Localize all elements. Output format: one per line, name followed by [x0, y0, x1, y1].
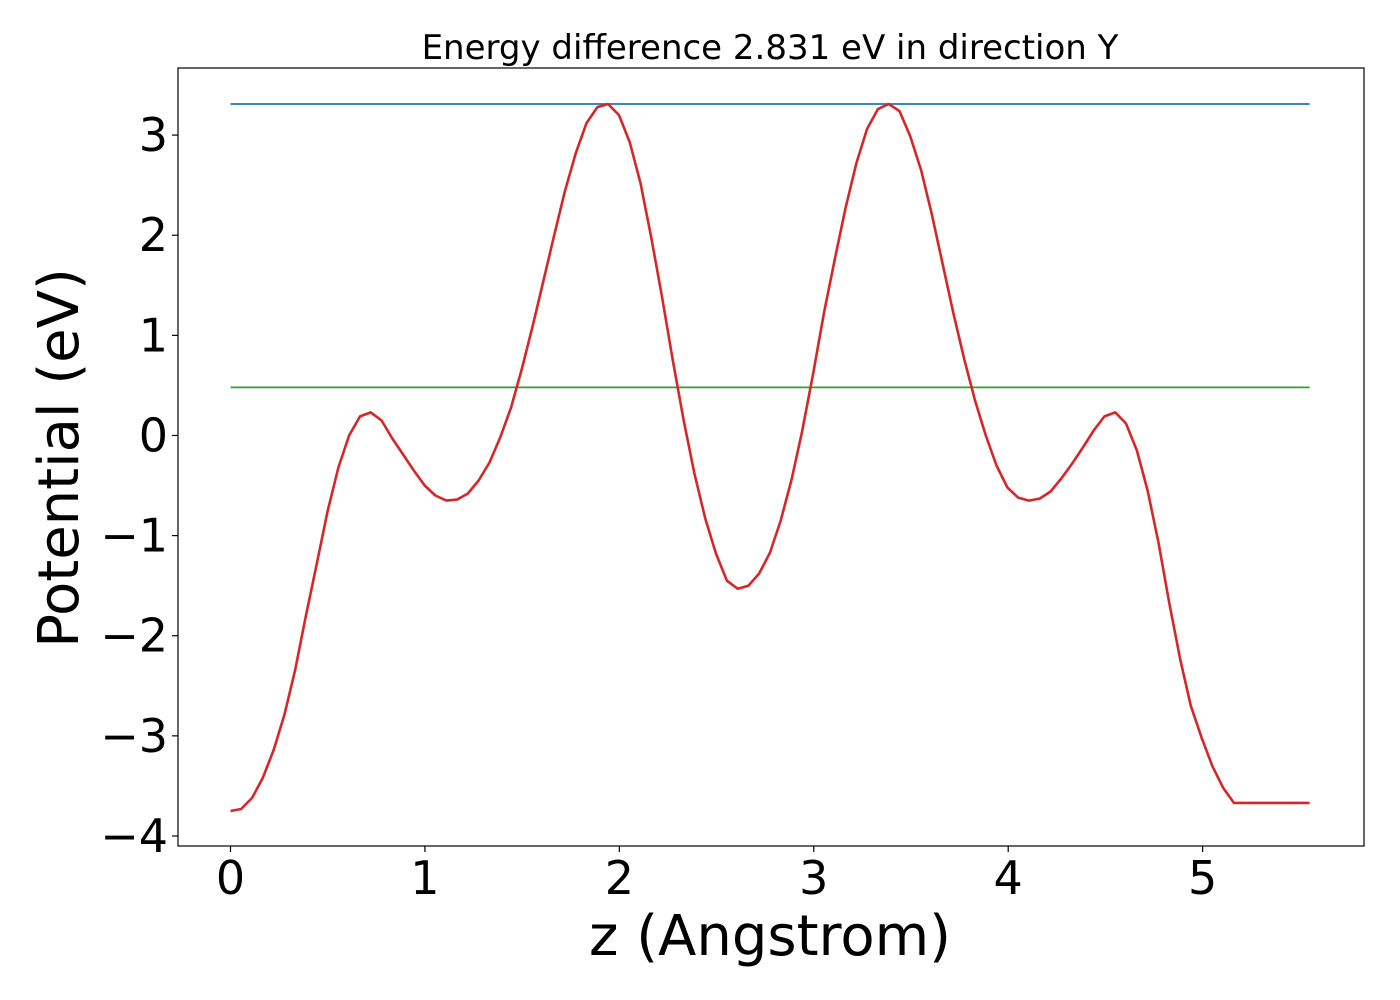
- chart-title: Energy difference 2.831 eV in direction …: [422, 28, 1119, 68]
- y-tick-label: −4: [100, 809, 168, 863]
- x-tick-label: 0: [216, 851, 245, 905]
- y-axis-label: Potential (eV): [27, 268, 92, 648]
- x-axis-label: z (Angstrom): [589, 904, 951, 969]
- y-tick-label: −1: [100, 509, 168, 563]
- x-axis: 0 1 2 3 4 5: [216, 846, 1217, 905]
- y-tick-label: 1: [139, 308, 168, 362]
- x-tick-label: 5: [1188, 851, 1217, 905]
- y-tick-label: −2: [100, 609, 168, 663]
- x-tick-label: 1: [410, 851, 439, 905]
- x-tick-label: 3: [799, 851, 828, 905]
- y-tick-label: 0: [139, 408, 168, 462]
- y-tick-label: 3: [139, 108, 168, 162]
- y-tick-label: 2: [139, 208, 168, 262]
- series-line-0: [230, 102, 1310, 813]
- y-tick-label: −3: [100, 709, 168, 763]
- y-axis: −4 −3 −2 −1 0 1 2 3: [100, 108, 178, 863]
- plot-frame: [177, 67, 1365, 847]
- plot-area: [230, 102, 1310, 813]
- x-tick-label: 2: [605, 851, 634, 905]
- x-tick-label: 4: [994, 851, 1023, 905]
